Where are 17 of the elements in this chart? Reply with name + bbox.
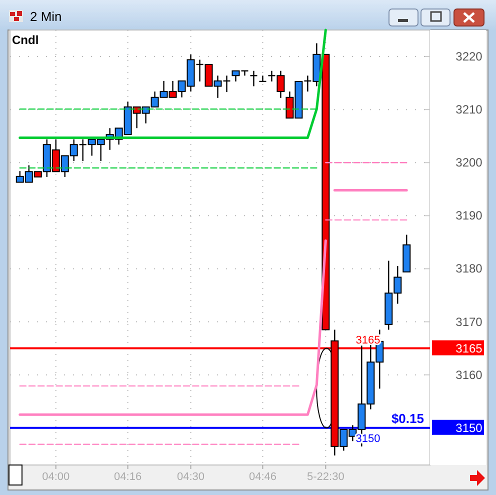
y-tick-label: 3190: [456, 208, 483, 223]
annotation: $0.15: [391, 410, 424, 426]
y-tick-label: 3210: [456, 102, 483, 117]
x-tick-label: 04:30: [177, 471, 205, 483]
y-tick-label: 3170: [456, 314, 483, 329]
y-tick-label: 3180: [456, 262, 483, 276]
y-tick-label: 3160: [456, 368, 483, 382]
x-tick-label: 04:00: [42, 471, 70, 483]
x-tick-label: 04:16: [114, 471, 142, 483]
y-tick-label: 3150: [456, 420, 483, 435]
annotation: Cndl: [12, 33, 39, 47]
y-tick-label: 3220: [456, 50, 483, 64]
text: 3165: [456, 341, 482, 356]
x-tick-label: 5-22:30: [307, 471, 344, 483]
x-tick-label: 04:46: [248, 471, 276, 483]
chart-title: 2 Min: [30, 9, 62, 24]
y-tick-label: 3200: [456, 156, 483, 170]
